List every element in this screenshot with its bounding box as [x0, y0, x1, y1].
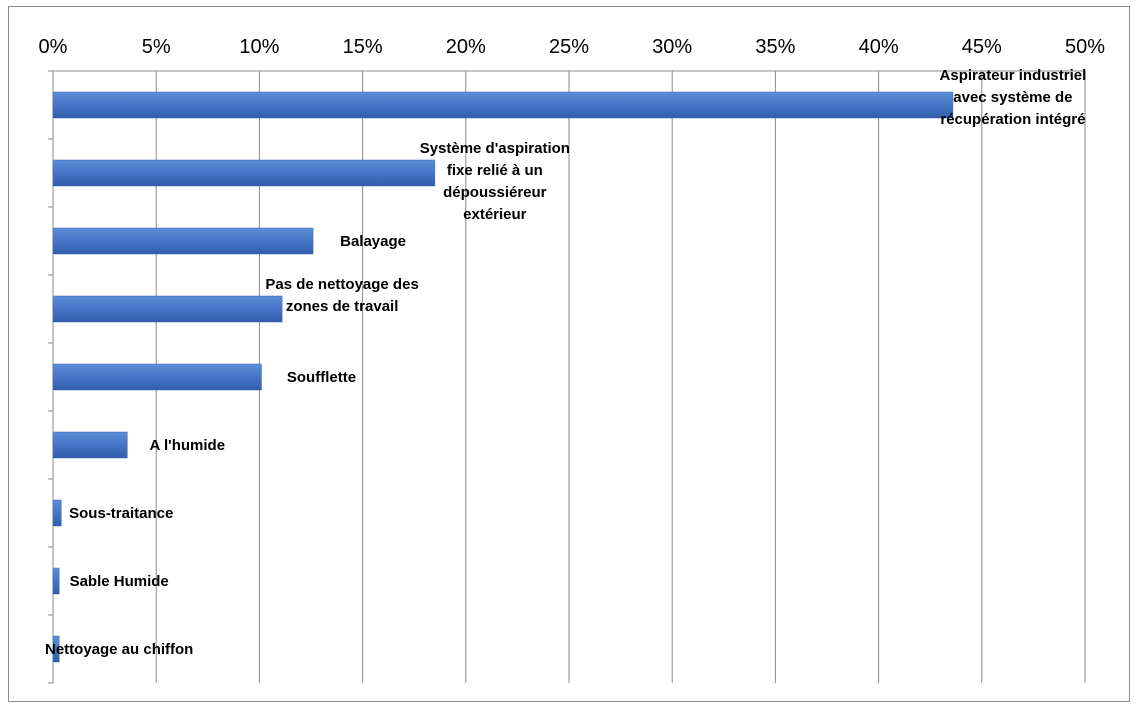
bar-label: Sous-traitance	[69, 505, 173, 522]
bar-label: zones de travail	[286, 298, 399, 315]
x-axis-ticks: 0% 5% 10% 15% 20% 25% 30% 35% 40% 45% 50%	[39, 36, 1106, 58]
x-tick-label: 15%	[343, 36, 383, 58]
bars	[52, 91, 954, 663]
bar-1	[52, 91, 954, 119]
bar-label: Aspirateur industriel	[940, 67, 1087, 84]
x-tick-label: 45%	[962, 36, 1002, 58]
bar-4	[52, 295, 283, 323]
bar-label: Sable Humide	[70, 573, 169, 590]
bar-8	[52, 567, 60, 595]
x-tick-label: 30%	[652, 36, 692, 58]
bar-label: avec système de	[953, 89, 1072, 106]
x-tick-label: 5%	[142, 36, 171, 58]
bar-7	[52, 499, 62, 527]
bar-label: fixe relié à un	[447, 162, 543, 179]
bar-chart: 0% 5% 10% 15% 20% 25% 30% 35% 40% 45% 50% Aspirate…	[39, 36, 1106, 684]
chart-frame: 0% 5% 10% 15% 20% 25% 30% 35% 40% 45% 50% Aspirate…	[8, 6, 1130, 702]
bar-label: Système d'aspiration	[420, 140, 570, 157]
bar-9	[52, 635, 60, 663]
x-tick-label: 35%	[755, 36, 795, 58]
bar-label: récupération intégré	[940, 111, 1085, 128]
bar-2	[52, 159, 436, 187]
bar-6	[52, 431, 128, 459]
x-tick-label: 0%	[39, 36, 68, 58]
bar-label: Pas de nettoyage des	[265, 276, 418, 293]
bar-3	[52, 227, 314, 255]
data-labels: Aspirateur industriel avec système de récu…	[45, 67, 1086, 658]
x-tick-label: 25%	[549, 36, 589, 58]
bar-label: Soufflette	[287, 369, 356, 386]
x-tick-label: 40%	[859, 36, 899, 58]
bar-label: Nettoyage au chiffon	[45, 641, 193, 658]
bar-label: extérieur	[463, 206, 527, 223]
bar-5	[52, 363, 262, 391]
bar-label: dépoussiéreur	[443, 184, 547, 201]
bar-label: Balayage	[340, 233, 406, 250]
x-tick-label: 10%	[239, 36, 279, 58]
x-tick-label: 20%	[446, 36, 486, 58]
bar-label: A l'humide	[150, 437, 226, 454]
x-tick-label: 50%	[1065, 36, 1105, 58]
